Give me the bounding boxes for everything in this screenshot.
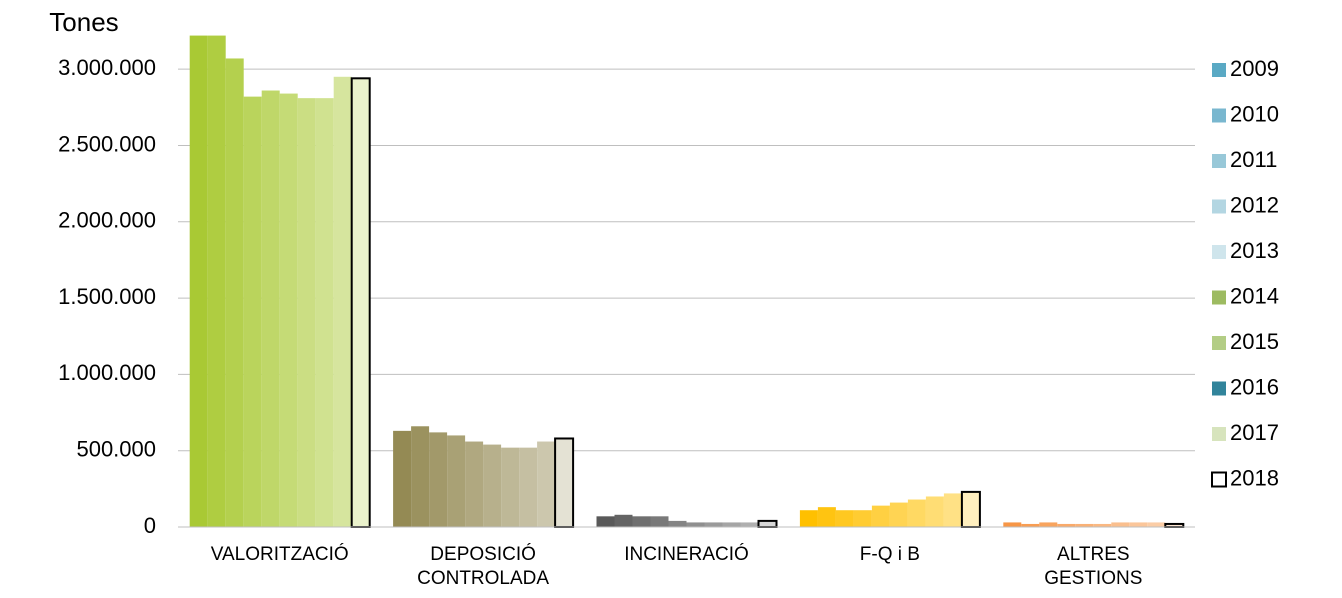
legend-swatch bbox=[1212, 109, 1226, 123]
bar bbox=[1111, 522, 1129, 527]
x-tick-label: ALTRES GESTIONS bbox=[993, 543, 1193, 591]
legend-swatch bbox=[1212, 154, 1226, 168]
legend-swatch bbox=[1212, 245, 1226, 259]
legend-label: 2014 bbox=[1230, 283, 1279, 308]
legend-label: 2009 bbox=[1230, 56, 1279, 81]
bar bbox=[411, 426, 429, 527]
legend-label: 2017 bbox=[1230, 420, 1279, 445]
bar bbox=[483, 445, 501, 527]
legend-label: 2015 bbox=[1230, 329, 1279, 354]
bar bbox=[208, 36, 226, 527]
legend-swatch bbox=[1212, 427, 1226, 441]
bar bbox=[1129, 522, 1147, 527]
bar bbox=[519, 448, 537, 527]
bar bbox=[705, 522, 723, 527]
bar bbox=[447, 435, 465, 527]
bar bbox=[962, 492, 980, 527]
y-tick-label: 3.000.000 bbox=[58, 55, 156, 80]
y-tick-label: 0 bbox=[144, 513, 156, 538]
legend-swatch bbox=[1212, 382, 1226, 396]
page: Tones 0 500.000 1.000.000 1.500.000 2.000.00… bbox=[0, 0, 1342, 598]
bar bbox=[800, 510, 818, 527]
bar bbox=[316, 98, 334, 527]
legend-label: 2018 bbox=[1230, 465, 1279, 490]
bar bbox=[818, 507, 836, 527]
bar bbox=[633, 516, 651, 527]
bar bbox=[1039, 522, 1057, 527]
bar bbox=[352, 78, 370, 527]
legend-label: 2013 bbox=[1230, 238, 1279, 263]
bar bbox=[1003, 522, 1021, 527]
bar bbox=[262, 91, 280, 527]
chart: Tones 0 500.000 1.000.000 1.500.000 2.000.00… bbox=[0, 0, 1342, 598]
bar bbox=[615, 515, 633, 527]
legend-label: 2016 bbox=[1230, 374, 1279, 399]
bar bbox=[759, 521, 777, 527]
bar bbox=[836, 510, 854, 527]
bar bbox=[669, 521, 687, 527]
bar bbox=[244, 97, 262, 527]
y-tick-label: 2.500.000 bbox=[58, 131, 156, 156]
y-tick-label: 500.000 bbox=[76, 437, 156, 462]
x-tick-label: INCINERACIÓ bbox=[587, 543, 787, 567]
legend-swatch bbox=[1212, 200, 1226, 214]
legend-label: 2010 bbox=[1230, 101, 1279, 126]
bar bbox=[465, 442, 483, 527]
bar bbox=[723, 522, 741, 527]
y-tick-label: 2.000.000 bbox=[58, 208, 156, 233]
legend-swatch bbox=[1212, 473, 1226, 487]
bar bbox=[944, 493, 962, 527]
legend-swatch bbox=[1212, 63, 1226, 77]
bar bbox=[501, 448, 519, 527]
bar bbox=[555, 438, 573, 527]
bar bbox=[393, 431, 411, 527]
y-axis-label: Tones bbox=[49, 7, 118, 37]
legend-label: 2011 bbox=[1230, 147, 1277, 172]
bar bbox=[226, 58, 244, 527]
bar bbox=[429, 432, 447, 527]
bar bbox=[651, 516, 669, 527]
bar bbox=[908, 500, 926, 527]
bar bbox=[854, 510, 872, 527]
legend-label: 2012 bbox=[1230, 192, 1279, 217]
bar bbox=[190, 36, 208, 527]
x-tick-label: F-Q i B bbox=[790, 543, 990, 567]
bar bbox=[926, 496, 944, 527]
x-tick-label: VALORITZACIÓ bbox=[180, 543, 380, 567]
x-tick-label: DEPOSICIÓ CONTROLADA bbox=[383, 543, 583, 591]
bar bbox=[890, 503, 908, 527]
y-tick-label: 1.000.000 bbox=[58, 360, 156, 385]
bar bbox=[1147, 522, 1165, 527]
bar bbox=[537, 442, 555, 527]
bar bbox=[597, 516, 615, 527]
y-tick-label: 1.500.000 bbox=[58, 284, 156, 309]
bar bbox=[298, 98, 316, 527]
bar bbox=[687, 522, 705, 527]
bar bbox=[280, 94, 298, 527]
legend-swatch bbox=[1212, 336, 1226, 350]
legend-swatch bbox=[1212, 291, 1226, 305]
bar bbox=[334, 77, 352, 527]
bar bbox=[872, 506, 890, 527]
bar bbox=[741, 522, 759, 527]
